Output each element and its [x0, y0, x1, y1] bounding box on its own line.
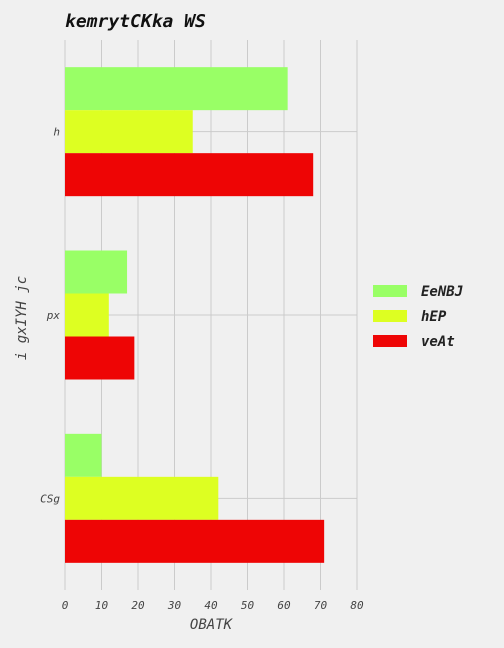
x-tick-label: 20: [131, 599, 145, 612]
bar: [65, 293, 109, 337]
bar: [65, 476, 219, 520]
bar: [65, 519, 325, 563]
legend-swatch: [373, 310, 407, 322]
x-tick-label: 10: [95, 599, 109, 612]
bar: [65, 67, 288, 111]
legend-swatch: [373, 285, 407, 297]
x-axis-label: OBATK: [190, 617, 234, 633]
bar: [65, 336, 135, 380]
y-tick-label: h: [53, 126, 60, 139]
x-tick-label: 60: [277, 599, 291, 612]
x-tick-label: 80: [350, 599, 364, 612]
y-axis-label: i gxIYH jc: [14, 276, 30, 360]
bar: [65, 250, 128, 294]
x-tick-label: 70: [314, 599, 328, 612]
legend-swatch: [373, 335, 407, 347]
chart-title: kemrytCKka WS: [65, 11, 206, 32]
y-tick-label: CSg: [40, 492, 60, 505]
bar: [65, 433, 102, 477]
x-tick-label: 0: [62, 599, 69, 612]
bar: [65, 110, 193, 154]
x-tick-label: 30: [167, 599, 182, 612]
legend-label: hEP: [421, 309, 447, 325]
legend-label: veAt: [421, 334, 455, 350]
ticks: 0 10 20 30 40 50 60 70 80 h px CSg: [40, 126, 364, 612]
x-tick-label: 50: [241, 599, 255, 612]
y-tick-label: px: [46, 309, 61, 322]
x-tick-label: 40: [204, 599, 218, 612]
bar: [65, 153, 314, 197]
bars: [65, 67, 325, 563]
legend-label: EeNBJ: [421, 284, 463, 300]
legend: EeNBJ hEP veAt: [373, 284, 463, 350]
